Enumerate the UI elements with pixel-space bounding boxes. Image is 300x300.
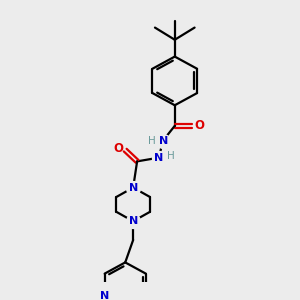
Text: N: N: [154, 153, 164, 163]
Text: O: O: [113, 142, 123, 155]
Text: N: N: [100, 291, 109, 300]
Text: H: H: [148, 136, 156, 146]
Text: N: N: [128, 216, 138, 226]
Text: O: O: [194, 119, 205, 132]
Text: N: N: [159, 136, 169, 146]
Text: N: N: [128, 183, 138, 193]
Text: H: H: [167, 151, 175, 161]
